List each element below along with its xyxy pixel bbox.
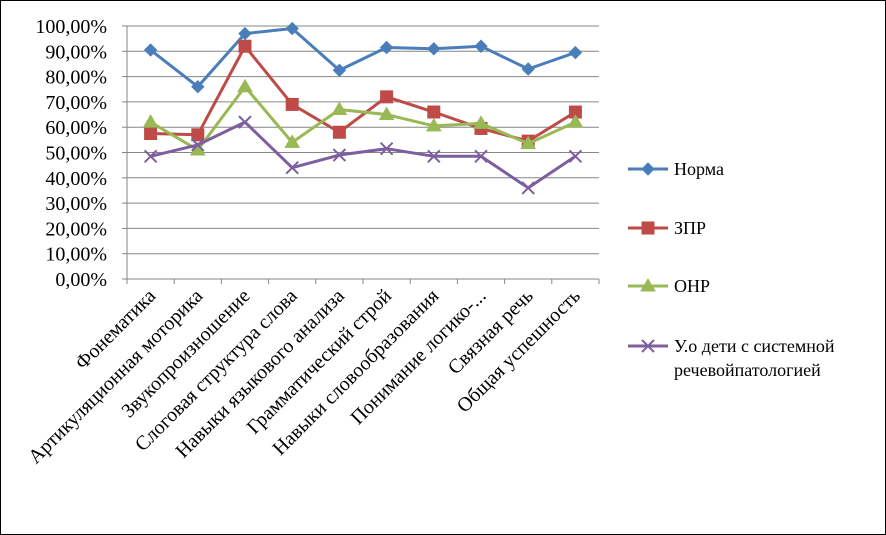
y-tick-label: 30,00% [45, 193, 107, 215]
data-point-square [641, 221, 655, 235]
y-tick-label: 40,00% [45, 168, 107, 190]
legend-label: ЗПР [674, 218, 706, 238]
data-point-square [285, 97, 299, 111]
data-point-x [641, 339, 655, 353]
data-point-triangle [640, 278, 656, 292]
data-point-diamond [285, 21, 299, 36]
data-point-x [238, 115, 252, 129]
data-point-x [379, 141, 394, 156]
legend-label: речевойпатологией [674, 360, 821, 380]
y-tick-label: 80,00% [45, 67, 107, 89]
data-point-square [332, 125, 346, 139]
data-point-x [474, 149, 488, 164]
data-point-diamond [427, 42, 441, 56]
y-tick-label: 50,00% [45, 143, 107, 165]
data-point-triangle [331, 101, 348, 115]
legend-label: У.о дети с системной [674, 336, 835, 356]
data-point-diamond [191, 80, 205, 94]
data-point-x [285, 160, 299, 175]
data-point-square [380, 90, 394, 104]
data-point-triangle [425, 117, 442, 132]
data-point-diamond [332, 63, 347, 77]
y-tick-label: 20,00% [45, 218, 107, 240]
data-point-x [427, 149, 441, 164]
data-point-x [143, 149, 158, 164]
series-lines [142, 21, 584, 195]
data-point-diamond [379, 40, 394, 55]
y-tick-label: 90,00% [45, 41, 107, 63]
series-line [149, 85, 577, 152]
data-point-diamond [143, 43, 158, 57]
data-point-x [568, 149, 583, 164]
data-point-x [332, 148, 347, 162]
data-point-x [521, 181, 535, 195]
y-tick-labels: 0,00% 10,00% 20,00% 30,00% 40,00% 50,00% 60,00… [35, 16, 107, 291]
data-point-triangle [284, 134, 301, 148]
data-point-diamond [568, 45, 583, 60]
data-point-triangle [237, 78, 253, 93]
data-point-diamond [521, 62, 535, 76]
data-point-diamond [641, 162, 655, 176]
data-point-diamond [238, 26, 252, 41]
data-point-triangle [473, 115, 489, 129]
legend-label: Норма [674, 159, 724, 179]
data-point-square [427, 105, 441, 119]
axes [122, 25, 600, 284]
legend-label: ОНР [674, 276, 710, 296]
y-tick-label: 70,00% [45, 92, 107, 114]
data-point-triangle [378, 106, 395, 121]
y-tick-label: 10,00% [45, 244, 107, 266]
data-point-square [238, 39, 252, 53]
y-tick-label: 100,00% [35, 16, 107, 38]
series-line [149, 27, 576, 89]
data-point-square [191, 128, 205, 142]
data-point-square [144, 127, 158, 141]
y-tick-label: 60,00% [45, 117, 107, 139]
y-tick-label: 0,00% [55, 269, 107, 291]
data-point-diamond [474, 39, 488, 53]
data-point-triangle [142, 114, 159, 128]
series-line [150, 120, 577, 190]
data-point-triangle [567, 114, 584, 128]
data-point-x [191, 138, 205, 152]
legend: Норма ЗПР ОНР У.о дети с системной речевойпа… [628, 159, 835, 380]
data-point-triangle [520, 135, 537, 150]
